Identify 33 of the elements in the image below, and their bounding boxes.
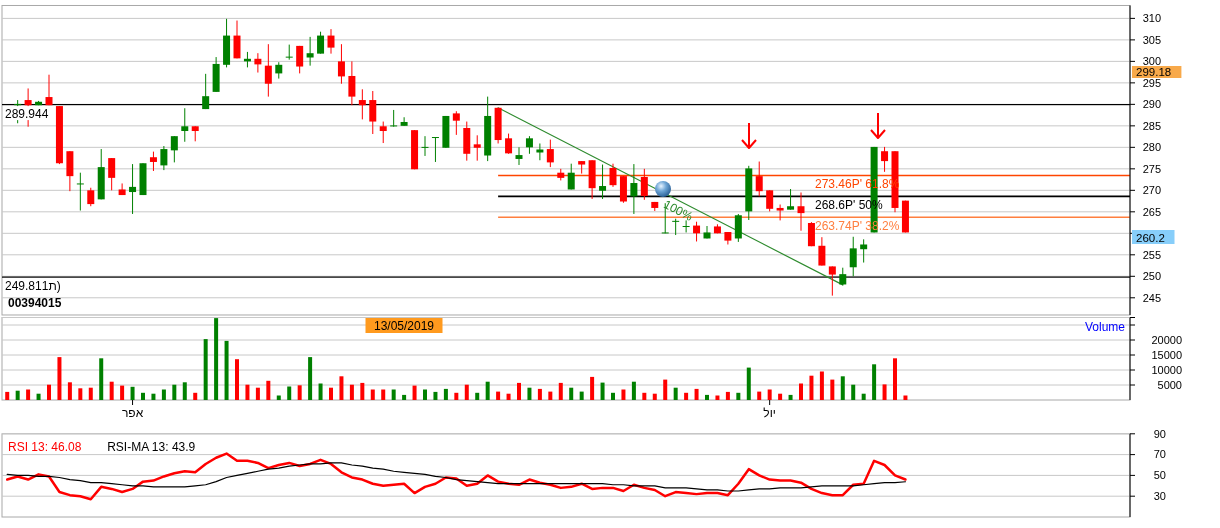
legend-label: 100% — [661, 197, 696, 224]
y-tick-label: 250 — [1142, 270, 1161, 283]
y-tick-label: 300 — [1142, 55, 1161, 68]
y-tick-label: 265 — [1142, 205, 1161, 218]
y-tick-label: 270 — [1142, 184, 1161, 197]
x-tick-label: יול — [763, 406, 776, 420]
y-tick-label: 70 — [1153, 448, 1166, 461]
y-tick-label: 305 — [1142, 33, 1161, 46]
y-tick-label: 245 — [1142, 291, 1161, 304]
text: RSI 13: 46.08 — [8, 439, 82, 454]
y-tick-label: 295 — [1142, 76, 1161, 89]
y-tick-label: 285 — [1142, 119, 1161, 132]
y-axis-title: Volume — [1084, 319, 1126, 334]
text: 299.18 — [1136, 65, 1172, 78]
annotation: 13/05/2019 — [373, 319, 435, 333]
y-tick-label: 15000 — [1151, 348, 1182, 361]
ref-line-label: 289.944 — [5, 106, 49, 121]
y-tick-label: 90 — [1153, 427, 1166, 440]
y-tick-label: 275 — [1142, 162, 1161, 175]
y-tick-label: 280 — [1142, 141, 1161, 154]
y-tick-label: 30 — [1153, 490, 1166, 503]
x-tick-label: אפר — [121, 406, 144, 420]
y-tick-label: 50 — [1153, 469, 1166, 482]
text: 260.2 — [1136, 231, 1165, 244]
text: RSI-MA 13: 43.9 — [107, 439, 196, 454]
y-tick-label: 290 — [1142, 98, 1161, 111]
annotation: 00394015 — [8, 296, 62, 310]
y-tick-label: 20000 — [1151, 333, 1182, 346]
ref-line-label: 249.811ת) — [5, 279, 61, 294]
y-tick-label: 310 — [1142, 12, 1161, 25]
y-tick-label: 10000 — [1151, 363, 1182, 376]
y-tick-label: 5000 — [1157, 378, 1182, 391]
y-tick-label: 255 — [1142, 248, 1161, 261]
